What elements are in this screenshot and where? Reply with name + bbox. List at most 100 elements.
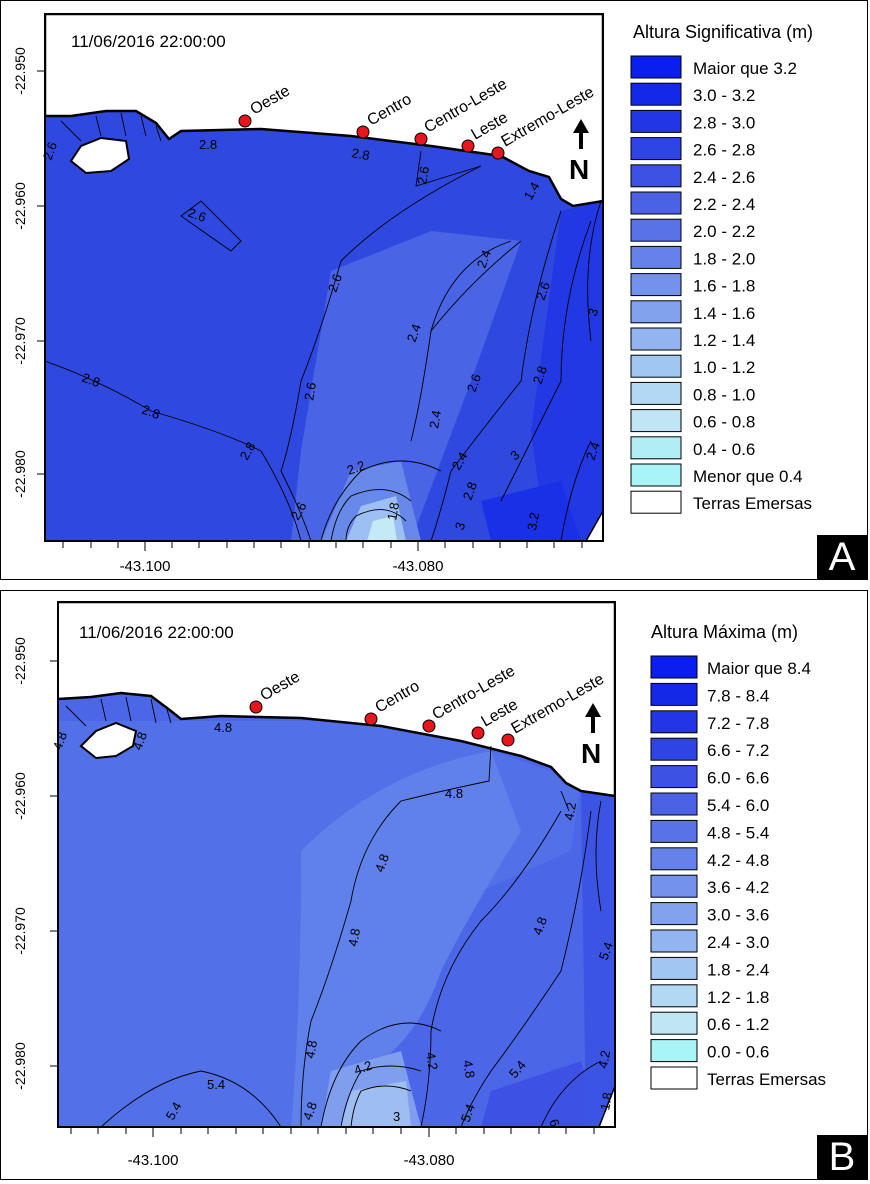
contour-label-group: 2.6 2.8 2.8 2.6 2.6 2.4 1.4 2.6 2.6 2.4 … bbox=[40, 137, 603, 532]
contour-label: 2.8 bbox=[350, 145, 370, 163]
legend-label: 1.4 - 1.6 bbox=[693, 304, 755, 323]
legend-label: 2.8 - 3.0 bbox=[693, 113, 755, 132]
point-marker-leste[interactable] bbox=[471, 726, 485, 740]
y-tick-label: -22.960 bbox=[12, 772, 28, 820]
y-tick-label: -22.960 bbox=[12, 182, 28, 230]
legend-label: 4.8 - 5.4 bbox=[707, 823, 769, 842]
x-tick-label: -43.100 bbox=[128, 1152, 179, 1169]
legend-title: Altura Máxima (m) bbox=[651, 622, 798, 642]
legend-swatch bbox=[650, 765, 698, 789]
contour-label: 4.8 bbox=[345, 927, 363, 947]
panel-a: 2.6 2.8 2.8 2.6 2.6 2.4 1.4 2.6 2.6 2.4 … bbox=[0, 0, 868, 580]
legend-label: 3.0 - 3.2 bbox=[693, 86, 755, 105]
legend-swatch bbox=[630, 463, 682, 487]
legend-swatch bbox=[630, 164, 682, 188]
legend-swatch bbox=[650, 710, 698, 734]
contour-label: 4.8 bbox=[460, 1059, 478, 1079]
contour-label: 4.2 bbox=[423, 1051, 441, 1071]
legend-label: 0.6 - 0.8 bbox=[693, 413, 755, 432]
panel-a-svg: 2.6 2.8 2.8 2.6 2.6 2.4 1.4 2.6 2.6 2.4 … bbox=[12, 13, 813, 575]
legend-swatch bbox=[650, 902, 698, 926]
legend-swatch bbox=[650, 655, 698, 679]
point-marker-centro[interactable] bbox=[364, 712, 378, 726]
point-marker-oeste[interactable] bbox=[238, 114, 252, 128]
contour-label: 1.8 bbox=[597, 1091, 615, 1111]
north-arrow-icon bbox=[585, 703, 601, 733]
legend-swatch bbox=[650, 847, 698, 871]
contour-label: 2.6 bbox=[301, 381, 319, 401]
legend-swatch bbox=[650, 874, 698, 898]
point-marker-extremo-leste[interactable] bbox=[501, 733, 515, 747]
legend-swatch bbox=[650, 1011, 698, 1035]
y-axis: -22.950 -22.960 -22.970 -22.980 bbox=[12, 47, 45, 498]
north-label: N bbox=[569, 154, 589, 185]
legend-label: 1.8 - 2.4 bbox=[707, 960, 769, 979]
contour-lines bbox=[65, 696, 602, 1127]
contour-label: 2.6 bbox=[464, 372, 484, 394]
point-marker-extremo-leste[interactable] bbox=[491, 146, 505, 160]
contour-label: 2.6 bbox=[414, 165, 432, 185]
x-axis bbox=[70, 1127, 595, 1137]
point-marker-leste[interactable] bbox=[461, 139, 475, 153]
point-marker-centro-leste[interactable] bbox=[422, 719, 436, 733]
legend-label: 7.8 - 8.4 bbox=[707, 686, 769, 705]
contour-label: 2.8 bbox=[140, 402, 162, 422]
contour-label: 2.8 bbox=[199, 137, 217, 152]
contour-label: 2.6 bbox=[40, 140, 60, 162]
contour-label: 3.2 bbox=[524, 511, 542, 531]
legend-label: 0.0 - 0.6 bbox=[707, 1043, 769, 1062]
land-island bbox=[79, 721, 138, 760]
y-tick-label: -22.950 bbox=[12, 47, 28, 95]
legend-label: 2.0 - 2.2 bbox=[693, 222, 755, 241]
contour-label: 2.4 bbox=[583, 440, 603, 462]
y-tick-label: -22.980 bbox=[12, 450, 28, 498]
point-marker-oeste[interactable] bbox=[249, 700, 263, 714]
y-tick-label: -22.970 bbox=[12, 907, 28, 955]
contour-label: 2.8 bbox=[530, 364, 550, 386]
legend-label: 0.6 - 1.2 bbox=[707, 1015, 769, 1034]
north-arrow: N bbox=[569, 119, 589, 185]
contour-label: 4.8 bbox=[214, 720, 232, 735]
legend-label: 2.4 - 3.0 bbox=[707, 933, 769, 952]
contour-band-5-4 bbox=[581, 791, 615, 1127]
legend-label: 1.2 - 1.4 bbox=[693, 331, 755, 350]
contour-label: 2.6 bbox=[186, 205, 208, 225]
legend-swatch bbox=[630, 381, 682, 405]
legend-swatch bbox=[630, 409, 682, 433]
legend-label: Menor que 0.4 bbox=[693, 467, 803, 486]
land-se bbox=[585, 509, 603, 541]
contour-band-3-0 bbox=[531, 201, 603, 541]
contour-band-0-8 bbox=[367, 516, 397, 541]
legend: Maior que 3.2 3.0 - 3.2 2.8 - 3.0 2.6 - 2.8… bbox=[630, 55, 812, 514]
contour-label: 2.6 bbox=[533, 280, 553, 302]
contour-label: 5.4 bbox=[207, 1077, 225, 1092]
panel-letter: A bbox=[817, 535, 867, 579]
map-frame bbox=[57, 601, 616, 1128]
legend-label: 7.2 - 7.8 bbox=[707, 714, 769, 733]
x-axis bbox=[62, 541, 583, 551]
contour-label: 4.2 bbox=[352, 1058, 374, 1078]
legend-label: 4.2 - 4.8 bbox=[707, 851, 769, 870]
contour-label: 4.8 bbox=[130, 730, 150, 752]
legend-label: 2.2 - 2.4 bbox=[693, 195, 755, 214]
legend-swatch bbox=[630, 245, 682, 269]
y-tick-label: -22.980 bbox=[12, 1042, 28, 1090]
legend-swatch bbox=[650, 737, 698, 761]
point-marker-centro-leste[interactable] bbox=[414, 132, 428, 146]
contour-label: 2.2 bbox=[345, 458, 367, 478]
legend-swatch bbox=[630, 109, 682, 133]
contour-label: 2.8 bbox=[460, 480, 480, 502]
x-tick-label: -43.100 bbox=[120, 558, 171, 575]
legend-swatch bbox=[630, 436, 682, 460]
legend-label: 3.0 - 3.6 bbox=[707, 906, 769, 925]
y-axis: -22.950 -22.960 -22.970 -22.980 bbox=[12, 637, 58, 1090]
x-tick-label: -43.080 bbox=[404, 1152, 455, 1169]
contour-label: 4.8 bbox=[530, 915, 550, 937]
contour-label: 2.4 bbox=[404, 322, 424, 344]
legend-label: 2.6 - 2.8 bbox=[693, 141, 755, 160]
contour-label: 2.6 bbox=[325, 272, 345, 294]
point-marker-centro[interactable] bbox=[356, 125, 370, 139]
legend-swatch bbox=[650, 682, 698, 706]
legend-swatch bbox=[630, 218, 682, 242]
map-timestamp: 11/06/2016 22:00:00 bbox=[71, 32, 226, 51]
